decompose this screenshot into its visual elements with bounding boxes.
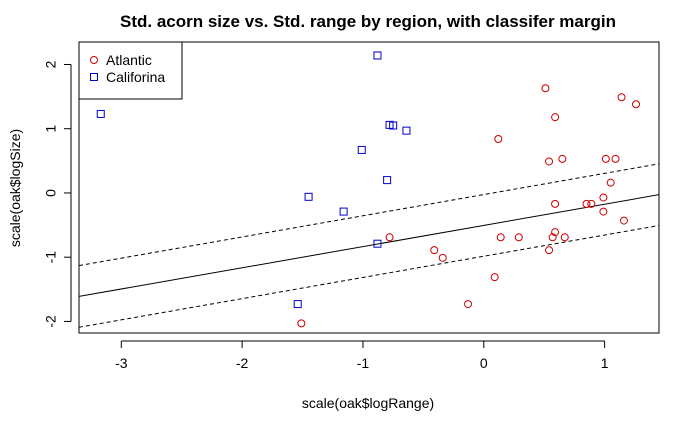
point-atlantic bbox=[551, 113, 560, 122]
x-axis: -3 -2 -1 0 1 bbox=[115, 340, 609, 371]
margin-line bbox=[79, 225, 659, 328]
y-tick-label: -1 bbox=[43, 251, 59, 264]
point-atlantic bbox=[438, 253, 447, 262]
point-atlantic bbox=[599, 207, 608, 216]
point-atlantic bbox=[551, 228, 560, 237]
plot-frame bbox=[78, 41, 660, 334]
chart-title: Std. acorn size vs. Std. range by region… bbox=[120, 12, 616, 31]
point-atlantic bbox=[632, 100, 641, 109]
x-tick-label: 1 bbox=[601, 355, 609, 371]
legend-box bbox=[78, 41, 183, 100]
x-tick-label: -3 bbox=[115, 355, 128, 371]
y-tick-label: 2 bbox=[43, 60, 59, 68]
point-atlantic bbox=[541, 84, 550, 93]
y-tick-label: -2 bbox=[43, 315, 59, 328]
point-california bbox=[96, 109, 105, 118]
point-atlantic bbox=[548, 233, 557, 242]
x-tick-label: -1 bbox=[357, 355, 370, 371]
point-atlantic bbox=[619, 216, 628, 225]
point-california bbox=[304, 192, 313, 201]
y-axis-label: scale(oak$logSize) bbox=[7, 129, 23, 247]
point-atlantic bbox=[587, 199, 596, 208]
point-california bbox=[383, 176, 392, 185]
legend-california-marker bbox=[90, 73, 98, 81]
legend: Atlantic Califorina bbox=[78, 41, 183, 100]
margin-line bbox=[79, 163, 659, 267]
point-atlantic bbox=[551, 199, 560, 208]
point-atlantic bbox=[496, 233, 505, 242]
point-atlantic bbox=[430, 246, 439, 255]
point-atlantic bbox=[560, 233, 569, 242]
point-california bbox=[402, 126, 411, 135]
legend-atlantic-marker bbox=[90, 56, 98, 64]
legend-california-label: Califorina bbox=[106, 69, 165, 85]
point-atlantic bbox=[490, 273, 499, 282]
y-tick-label: 1 bbox=[43, 125, 59, 133]
point-atlantic bbox=[558, 154, 567, 163]
x-axis-label: scale(oak$logRange) bbox=[302, 395, 434, 411]
point-atlantic bbox=[582, 199, 591, 208]
point-atlantic bbox=[611, 154, 620, 163]
point-atlantic bbox=[599, 193, 608, 202]
point-atlantic bbox=[514, 233, 523, 242]
plot-area bbox=[79, 51, 659, 328]
point-atlantic bbox=[545, 246, 554, 255]
point-california bbox=[373, 239, 382, 248]
point-atlantic bbox=[464, 300, 473, 309]
point-atlantic bbox=[494, 135, 503, 143]
x-tick-label: -2 bbox=[236, 355, 249, 371]
point-atlantic bbox=[297, 319, 306, 328]
point-atlantic bbox=[617, 93, 626, 102]
legend-atlantic-label: Atlantic bbox=[106, 52, 152, 68]
y-tick-label: 0 bbox=[43, 189, 59, 197]
point-california bbox=[357, 145, 366, 154]
point-atlantic bbox=[606, 178, 615, 187]
point-california bbox=[293, 300, 302, 309]
y-axis: -2 -1 0 1 2 bbox=[43, 60, 72, 328]
point-atlantic bbox=[545, 157, 554, 166]
point-atlantic bbox=[385, 233, 394, 242]
x-tick-label: 0 bbox=[480, 355, 488, 371]
point-california bbox=[373, 51, 382, 60]
classifier-line bbox=[79, 194, 659, 297]
point-atlantic bbox=[601, 154, 610, 163]
point-california bbox=[339, 207, 348, 216]
point-california bbox=[389, 121, 398, 130]
